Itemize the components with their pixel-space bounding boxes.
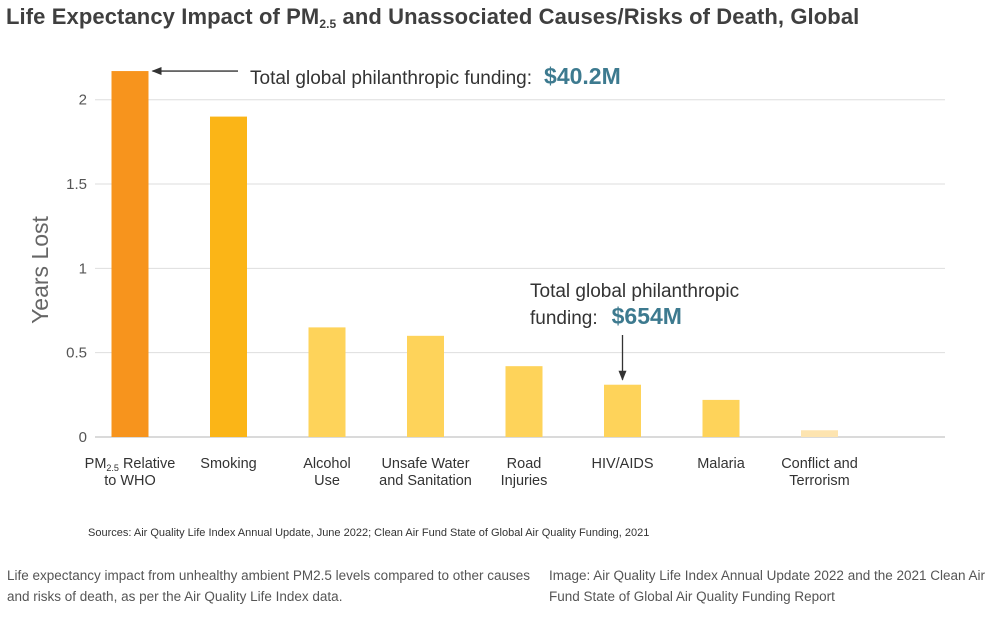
- caption-right: Image: Air Quality Life Index Annual Upd…: [549, 568, 986, 604]
- chart-title: Life Expectancy Impact of PM2.5 and Unas…: [6, 4, 860, 31]
- y-tick-label: 0.5: [66, 345, 87, 362]
- x-tick-label: Smoking: [200, 456, 256, 472]
- x-tick-label: HIV/AIDS: [591, 456, 653, 472]
- x-tick-label: Conflict and: [781, 456, 858, 472]
- sources-note: Sources: Air Quality Life Index Annual U…: [88, 527, 650, 539]
- x-tick-label: Use: [314, 473, 340, 489]
- bar: [210, 116, 247, 437]
- x-tick-label: Terrorism: [789, 473, 849, 489]
- annotation-text: Total global philanthropic funding: $40.2…: [250, 63, 621, 89]
- caption-left: Life expectancy impact from unhealthy am…: [7, 568, 531, 604]
- bar: [604, 384, 641, 437]
- annotation-text: Total global philanthropic: [530, 281, 739, 302]
- y-tick-label: 1.5: [66, 176, 87, 193]
- bar: [702, 399, 740, 437]
- y-tick-label: 0: [79, 429, 87, 446]
- bar: [505, 366, 543, 437]
- y-axis-label: Years Lost: [27, 215, 53, 323]
- x-tick-label: Unsafe Water: [381, 456, 469, 472]
- x-tick-label: to WHO: [104, 473, 156, 489]
- y-tick-label: 2: [79, 92, 87, 109]
- bar: [111, 71, 149, 438]
- bar: [308, 327, 346, 437]
- bar: [801, 430, 838, 437]
- y-tick-label: 1: [79, 260, 87, 277]
- x-tick-label: and Sanitation: [379, 473, 472, 489]
- annotation-text: funding: $654M: [530, 303, 682, 329]
- bar: [407, 335, 444, 437]
- x-tick-label: Malaria: [697, 456, 745, 472]
- x-tick-label: Road: [507, 456, 542, 472]
- x-tick-label: Alcohol: [303, 456, 351, 472]
- x-tick-label: PM2.5 Relative: [85, 456, 176, 473]
- x-tick-label: Injuries: [501, 473, 548, 489]
